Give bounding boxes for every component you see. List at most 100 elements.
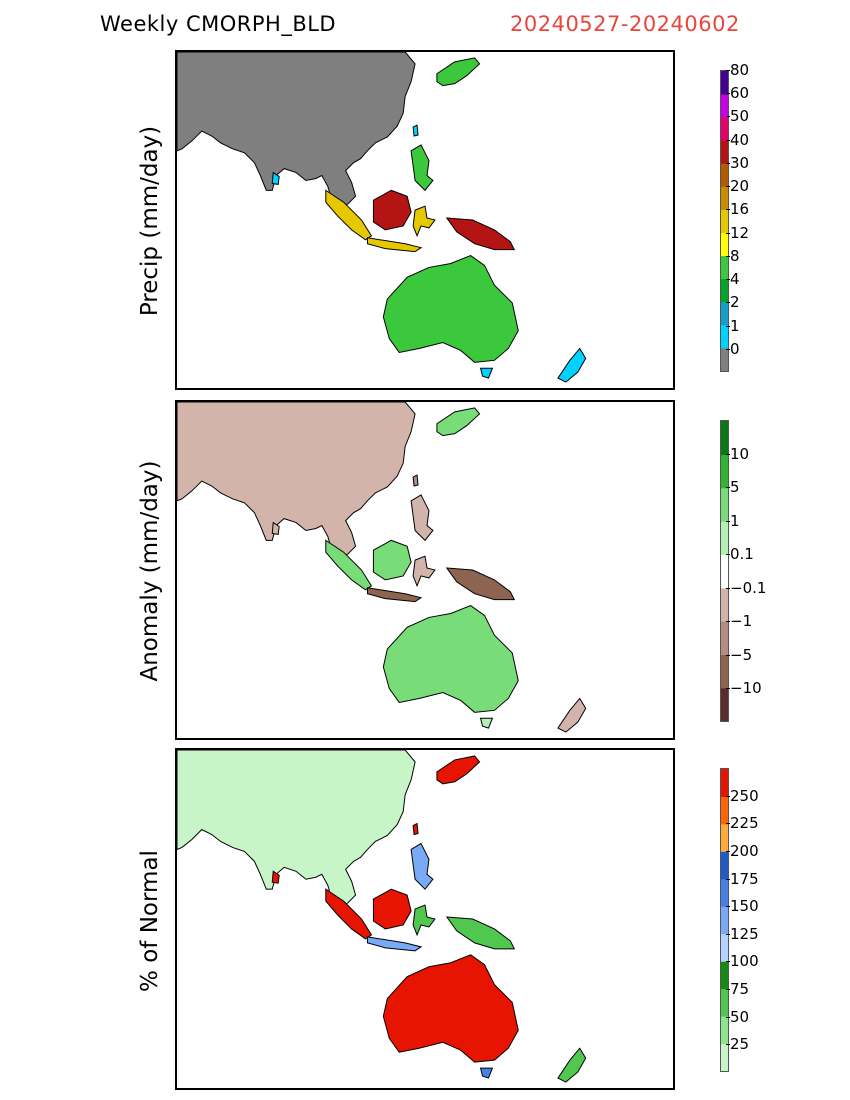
colorbar-swatch [721,654,728,689]
precip-map-panel [175,50,675,390]
landmass-japan [436,407,481,437]
colorbar-swatch [721,140,728,164]
colorbar-tick-label: 0 [726,339,740,358]
colorbar-tick-label: 5 [726,478,740,497]
landmass-taiwan [412,124,419,137]
colorbar-tick-label: 10 [725,444,750,463]
colorbar-tick-label: 8 [726,246,740,265]
colorbar-tick-label: 100 [726,952,759,971]
colorbar-swatch [721,587,728,622]
colorbar-svg [721,769,728,1071]
colorbar-swatch [721,823,728,852]
anomaly-colorbar-ticks: −10 −5 −1 −0.1 0.1 1 5 10 [725,420,790,720]
landmass-new-guinea [445,217,516,251]
landmass-tasmania [479,1067,494,1079]
colorbar-swatch [721,878,728,907]
percent-normal-colorbar [720,768,729,1072]
landmass-borneo [372,888,412,930]
landmass-australia [382,605,519,713]
landmass-java [366,936,423,952]
colorbar-tick-label: 2 [726,293,740,312]
landmass-borneo [372,539,412,581]
landmass-asia-mainland [177,402,416,559]
colorbar-tick-label: 150 [726,897,759,916]
landmass-sri-lanka [271,521,280,535]
product-title: Weekly CMORPH_BLD [100,12,337,36]
percent-normal-map-panel [175,748,675,1090]
anomaly-axis-label: Anomaly (mm/day) [137,460,163,682]
colorbar-tick-label: 40 [725,130,750,149]
percent-normal-colorbar-ticks: 25 50 75 100 125 150 175 200 225 250 [725,768,790,1070]
colorbar-tick-label: 1 [726,316,740,335]
colorbar-tick-label: 200 [726,841,759,860]
colorbar-swatch [721,851,728,880]
colorbar-swatch [721,1043,728,1071]
landmass-asia-mainland [177,750,416,908]
colorbar-tick-label: 80 [725,61,750,79]
colorbar-swatch [721,209,728,233]
colorbar-swatch [721,232,728,257]
map-svg [177,402,673,738]
colorbar-swatch [721,255,728,280]
colorbar-tick-label: 25 [725,1035,750,1054]
colorbar-tick-label: −10 [726,679,762,698]
landmass-tasmania [479,367,494,379]
colorbar-swatch [721,933,728,962]
landmass-new-zealand [557,1047,587,1083]
colorbar-swatch [721,521,728,555]
landmass-philippines [410,842,434,890]
colorbar-tick-label: 12 [725,223,750,242]
landmass-java [366,587,423,603]
landmass-java [366,237,423,253]
colorbar-swatch [721,324,728,349]
colorbar-tick-label: 60 [725,84,750,103]
landmass-sri-lanka [271,870,280,884]
landmass-sulawesi [412,555,436,588]
colorbar-tick-label: −0.1 [725,578,767,597]
colorbar-tick-label: 4 [726,270,740,289]
colorbar-swatch [721,163,728,187]
map-svg [177,52,673,388]
date-range: 20240527-20240602 [510,12,740,36]
landmass-tasmania [479,717,494,729]
colorbar-swatch [721,988,728,1017]
colorbar-tick-label: 125 [726,924,759,943]
colorbar-swatch [721,186,728,210]
colorbar-tick-label: 16 [725,200,750,219]
colorbar-svg [721,421,728,721]
colorbar-svg [721,71,728,371]
colorbar-tick-label: 1 [726,511,740,530]
colorbar-tick-label: 30 [725,153,750,172]
colorbar-swatch [721,421,728,455]
colorbar-swatch [721,769,728,798]
landmass-new-zealand [557,347,587,383]
landmass-philippines [410,144,434,192]
colorbar-swatch [721,554,728,589]
landmass-sulawesi [412,205,436,238]
colorbar-tick-label: 250 [726,786,759,805]
landmass-borneo [372,189,412,231]
precip-colorbar-ticks: 0 1 2 4 8 12 16 20 30 40 50 60 80 [725,63,790,370]
colorbar-swatch [721,301,728,326]
map-svg [177,750,673,1088]
landmass-japan [436,755,481,785]
colorbar-tick-label: −5 [725,645,753,664]
colorbar-swatch [721,94,728,118]
colorbar-swatch [721,454,728,489]
colorbar-tick-label: −1 [725,612,753,631]
colorbar-swatch [721,278,728,303]
precip-axis-label: Precip (mm/day) [137,125,163,317]
colorbar-tick-label: 50 [725,1007,750,1026]
landmass-sulawesi [412,904,436,937]
colorbar-tick-label: 225 [726,814,759,833]
landmass-new-guinea [445,567,516,601]
landmass-taiwan [412,822,419,836]
landmass-sumatra [325,189,373,241]
landmass-australia [382,954,519,1063]
colorbar-swatch [721,906,728,935]
landmass-sumatra [325,888,373,940]
colorbar-swatch [721,961,728,990]
colorbar-swatch [721,796,728,825]
landmass-taiwan [412,474,419,487]
landmass-new-zealand [557,697,587,733]
